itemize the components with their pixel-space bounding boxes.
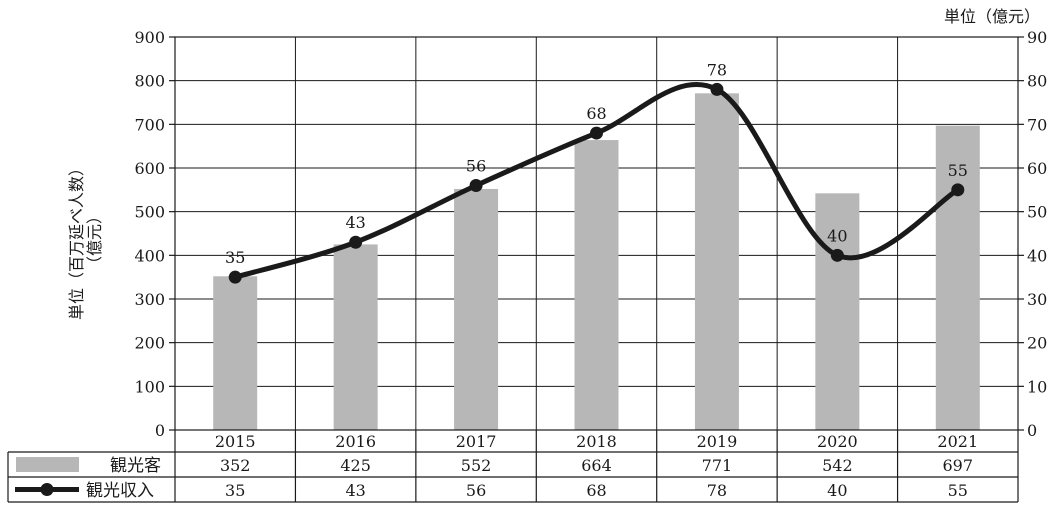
x-tick-label: 2019 <box>697 432 738 451</box>
left-tick-label: 300 <box>134 290 165 309</box>
table-revenue-value: 55 <box>948 481 968 500</box>
left-axis-title-line2: （億元） <box>85 208 104 272</box>
table-revenue-value: 78 <box>707 481 727 500</box>
left-axis-title-line1: 単位（百万延べ人数） <box>67 160 86 320</box>
bar-visitors <box>454 188 499 430</box>
right-tick-label: 20 <box>1027 334 1047 353</box>
bar-visitors <box>935 125 980 430</box>
right-tick-label: 40 <box>1027 246 1047 265</box>
line-point <box>590 126 603 140</box>
x-tick-label: 2016 <box>335 432 376 451</box>
bar-visitors <box>213 276 258 430</box>
right-tick-label: 0 <box>1027 421 1037 440</box>
table-revenue-value: 35 <box>225 481 245 500</box>
right-tick-label: 30 <box>1027 290 1047 309</box>
bar-visitors <box>694 93 739 430</box>
line-data-label: 55 <box>948 161 968 180</box>
line-data-label: 68 <box>586 104 606 123</box>
table-revenue-value: 43 <box>345 481 365 500</box>
left-tick-label: 800 <box>134 72 165 91</box>
left-tick-label: 900 <box>134 28 165 47</box>
left-tick-label: 0 <box>155 421 165 440</box>
left-tick-label: 100 <box>134 377 165 396</box>
table-revenue-value: 56 <box>466 481 486 500</box>
line-point <box>469 178 483 192</box>
x-tick-label: 2017 <box>456 432 497 451</box>
axis-layer: 0 100 200 300 400 500 600 700 800 900 0 10 20 30 40 50 6… <box>134 28 1047 440</box>
line-data-label: 35 <box>225 248 245 267</box>
right-tick-label: 50 <box>1027 203 1047 222</box>
table-visitors-value: 697 <box>943 456 974 475</box>
table-visitors-value: 542 <box>822 456 853 475</box>
right-tick-label: 60 <box>1027 159 1047 178</box>
line-data-label: 56 <box>466 156 486 175</box>
table-revenue-value: 40 <box>827 481 847 500</box>
legend-line-marker <box>40 483 54 496</box>
table-visitors-value: 664 <box>581 456 612 475</box>
line-data-label: 40 <box>827 226 847 245</box>
right-tick-label: 10 <box>1027 377 1047 396</box>
x-tick-label: 2018 <box>576 432 617 451</box>
bar-visitors <box>333 244 378 430</box>
bar-visitors <box>574 140 619 430</box>
table-visitors-value: 771 <box>702 456 733 475</box>
left-tick-label: 600 <box>134 159 165 178</box>
right-tick-label: 90 <box>1027 28 1047 47</box>
right-axis-unit: 単位（億元） <box>944 7 1040 26</box>
line-point <box>349 235 363 249</box>
line-data-label: 78 <box>707 60 727 79</box>
left-tick-label: 400 <box>134 246 165 265</box>
table-revenue-value: 68 <box>586 481 606 500</box>
x-tick-label: 2021 <box>937 432 978 451</box>
table-visitors-value: 425 <box>340 456 371 475</box>
right-tick-label: 80 <box>1027 72 1047 91</box>
frame-layer <box>174 36 1019 431</box>
line-point <box>710 82 724 96</box>
legend-bar-swatch <box>16 457 79 472</box>
x-tick-label: 2020 <box>817 432 858 451</box>
right-tick-label: 70 <box>1027 115 1047 134</box>
x-tick-label: 2015 <box>215 432 256 451</box>
bar-visitors <box>815 193 860 430</box>
left-axis-title: 単位（百万延べ人数） （億元） <box>67 160 104 320</box>
legend-visitors-label: 観光客 <box>110 456 161 476</box>
left-tick-label: 500 <box>134 203 165 222</box>
left-tick-label: 200 <box>134 334 165 353</box>
table-visitors-value: 552 <box>461 456 492 475</box>
bars-layer <box>213 93 980 430</box>
line-point <box>951 183 965 197</box>
legend-revenue-label: 観光収入 <box>86 481 154 501</box>
line-point <box>830 248 844 262</box>
line-layer: 35 43 56 68 78 40 55 <box>225 60 968 284</box>
line-data-label: 43 <box>345 213 365 232</box>
left-tick-label: 700 <box>134 115 165 134</box>
plot-frame <box>174 36 1019 431</box>
table-visitors-value: 352 <box>220 456 251 475</box>
line-point <box>228 270 242 284</box>
